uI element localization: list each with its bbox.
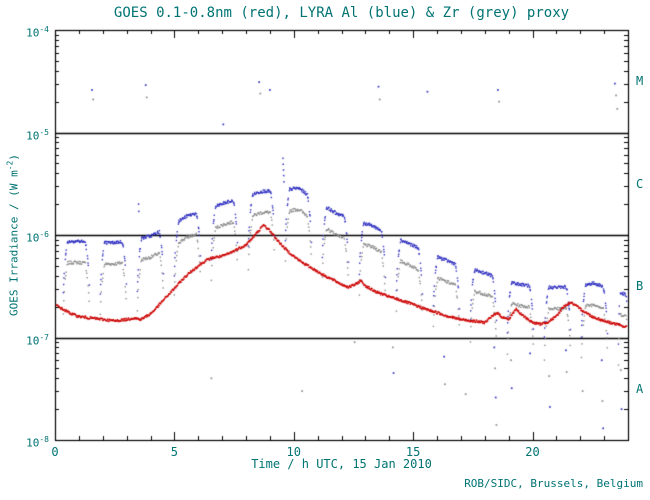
flare-class-label: B xyxy=(636,279,644,294)
x-tick-label: 0 xyxy=(51,445,59,459)
y-tick-label: 10-7 xyxy=(26,332,49,348)
x-tick-label: 20 xyxy=(525,445,540,459)
flare-class-label: A xyxy=(636,381,644,396)
y-tick-label: 10-4 xyxy=(26,25,49,40)
y-tick-label: 10-6 xyxy=(26,230,49,245)
flare-class-label: M xyxy=(636,74,644,89)
credit-text: ROB/SIDC, Brussels, Belgium xyxy=(464,477,643,490)
y-axis-label-suffix: ) xyxy=(7,154,21,161)
x-tick-label: 5 xyxy=(170,445,178,459)
x-tick-label: 15 xyxy=(405,445,421,459)
y-tick-label: 10-8 xyxy=(26,435,49,450)
x-axis-label: Time / h UTC, 15 Jan 2010 xyxy=(251,457,432,471)
flare-class-label: C xyxy=(636,176,644,191)
plot-title: GOES 0.1-0.8nm (red), LYRA Al (blue) & Z… xyxy=(113,5,570,21)
y-axis-label-exponent: -2 xyxy=(5,160,15,171)
y-tick-label: 10-5 xyxy=(26,127,49,143)
x-tick-label: 10 xyxy=(286,445,301,459)
